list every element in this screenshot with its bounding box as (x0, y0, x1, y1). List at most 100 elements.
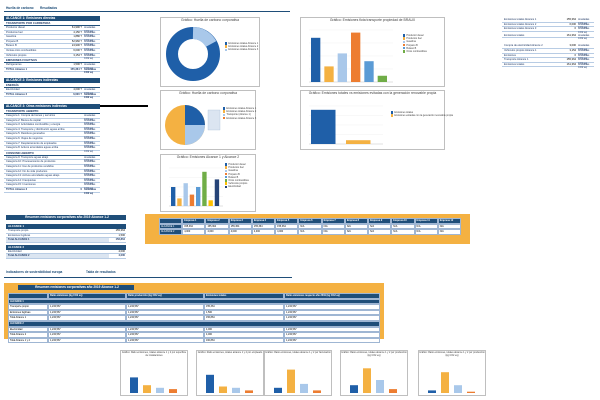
table-row: Categoría 12: Fin de vida productos tonel… (4, 169, 100, 176)
grid-cell: ALCANCE 2 (159, 229, 183, 235)
mini-chart-svg (274, 369, 321, 393)
grid-cell: N/A (391, 223, 415, 230)
mini-chart-svg (428, 372, 475, 393)
table-row: Categoría 14: Franquicias toneladas CO2 e… (4, 178, 100, 185)
chart-bar (351, 32, 361, 82)
chart4-title: Gráfico: Emisiones totales vs emisiones … (308, 91, 437, 95)
chart-emisiones-evitadas[interactable]: Gráfico: Emisiones totales vs emisiones … (300, 90, 453, 150)
grid-cell: N/A (344, 229, 369, 235)
mini-chart[interactable]: Gráfico: Ratio emisiones, totales alcanc… (340, 350, 408, 396)
table-row: Emisiones 0 toneladas CO2 eq (502, 53, 594, 60)
grid-cell: 160,864 (204, 337, 284, 344)
grid-header-cell: Empresa 9 (368, 218, 392, 224)
mini-chart-title: Gráfico: Ratio emisiones, totales alcanc… (265, 351, 331, 354)
legend-swatch (403, 43, 406, 47)
grid-header-cell: Empresa 2 (205, 218, 229, 224)
chart-bar (219, 386, 227, 393)
chart-bar (376, 380, 384, 393)
chart-bar (206, 374, 214, 393)
chart-alcance1-2[interactable]: Gráfico: Emisiones Alcance 1 y Alcance 2… (160, 154, 256, 212)
grid-cell: Total Alcance 1 (8, 315, 48, 321)
bottom-title: Resumen emisiones corporativas año 2019 … (18, 285, 134, 290)
chart-flota[interactable]: Gráfico: Emisiones flota transporte prop… (300, 17, 445, 87)
chart2-title: Gráfico: Emisiones flota transporte prop… (329, 18, 416, 22)
alcance1-header: ALCANCE 1: Emisiones directas (4, 16, 100, 21)
chart1-title: Gráfico: Huella de carbono corporativa (180, 18, 240, 22)
chart-bar (454, 385, 462, 393)
grid-cell: Emisiones fugitivas (8, 309, 48, 316)
mini-chart[interactable]: Gráfico: Ratio emisiones, totales alcanc… (120, 350, 188, 396)
grid-header-cell: Ratio emisiones (kg CO2 eq) (48, 293, 126, 299)
legend-entry: Productor diesel (403, 34, 427, 37)
chart-bar (169, 389, 177, 393)
legend-swatch (225, 185, 228, 188)
legend-entry: Productos fuel (225, 166, 249, 169)
chart-bar (232, 387, 240, 393)
table-row: Productos fuel 4,150 ? toneladas CO2 eq (4, 30, 100, 37)
mini-chart[interactable]: Gráfico: Ratio emisiones, totales alcanc… (196, 350, 264, 396)
legend-swatch (391, 114, 394, 117)
chart2-svg (309, 29, 393, 83)
grid-cell: 4,000 (251, 229, 276, 235)
table-row: Transporte Alcance 1 155,364 toneladas CO2… (502, 58, 594, 65)
chart-bar (202, 171, 207, 206)
mid-total2: Total ALCANCE 2 4,000 (6, 254, 126, 259)
table-row: Categoría 7: Desplazamiento de empleados… (4, 141, 100, 148)
chart-bar (171, 187, 176, 206)
table-row: Categoría 10: Procesamiento de productos… (4, 160, 100, 167)
grid-header-cell: Empresa 11 (414, 218, 438, 224)
grid-cell: N/A (321, 223, 345, 230)
mid-h1: ALCANCE 1 (6, 224, 126, 229)
grid-cell: 155,364 (182, 223, 206, 230)
chart-huella-pie[interactable]: Gráfico: Huella de carbono corporativa E… (160, 90, 256, 150)
legend-swatch (225, 175, 228, 179)
chart-bar (177, 198, 182, 206)
grid-cell: 4,000 (205, 229, 229, 235)
legend-entry: Emisiones totales Alcance 1 (225, 42, 258, 45)
legend-entry: Propano B (403, 44, 427, 47)
chart-bar (346, 140, 371, 144)
mini-chart[interactable]: Gráfico: Ratio emisiones, totales alcanc… (264, 350, 332, 396)
grid-cell: Transporte propio (8, 304, 48, 310)
legend-entry: Productos fuel (403, 37, 427, 40)
tab-huella[interactable]: Huella de carbono (6, 6, 34, 10)
legend-swatch (223, 116, 226, 120)
grid-header-cell: Empresa 5 (275, 218, 299, 224)
chart-bar (377, 75, 387, 82)
table-row: Electricidad 4,000 ? toneladas CO2 eq (4, 88, 100, 95)
chart-bar (245, 390, 253, 393)
summary-mid-title: Resumen emisiones corporativas año 2019 … (6, 215, 126, 220)
table-row: Emisiones totales Alcance 2 6,000 tonelada… (502, 22, 594, 29)
grid-cell: 155,364 (251, 223, 276, 230)
grid-cell: Total Alcance 2 (8, 332, 48, 338)
grid-cell: N/A (414, 229, 438, 235)
grid-cell: 4,000 (204, 326, 284, 333)
table-row: Categoría 3: Actividades combustible y e… (4, 123, 100, 130)
table-row: Categoría 15: Inversiones toneladas CO2 e… (4, 183, 100, 190)
tab-indicadores[interactable]: Indicadores de sostenibilidad europa (6, 270, 63, 274)
tab-resultados[interactable]: Resultados (40, 6, 58, 10)
table-row: Categoría 2: Bienes de capital toneladas … (4, 118, 100, 125)
chart-huella-donut[interactable]: Gráfico: Huella de carbono corporativa E… (160, 17, 260, 87)
grid-cell: 155,364 (228, 223, 252, 230)
legend-swatch (225, 166, 228, 169)
mid-h2: ALCANCE 2 (6, 244, 126, 250)
chart-bar (156, 387, 164, 393)
grid-cell: N/A (437, 223, 461, 230)
grid-cell: 1,234,567 (284, 304, 380, 310)
grid-cell: 155,364 (205, 223, 229, 230)
grid-cell: 1,234,567 (126, 337, 204, 344)
legend-swatch (225, 169, 228, 172)
legend-entry: Emisiones evitadas con la generación ren… (391, 114, 453, 117)
legend-swatch (223, 113, 226, 116)
tab-tabla[interactable]: Tabla de resultados (86, 270, 116, 274)
legend-swatch (225, 163, 228, 166)
mini-chart[interactable]: Gráfico: Ratio emisiones, totales alcanc… (418, 350, 486, 396)
grid-section: ALCANCE 1 (8, 298, 380, 305)
table-row: Emisiones totales 161,364 toneladas CO2 eq (502, 33, 594, 40)
grid-cell: 155,364 (275, 223, 299, 230)
alcance3-header: ALCANCE 3: Otras emisiones indirectas (4, 104, 100, 109)
grid-cell: 4,000 (182, 229, 206, 235)
bottom-rule (4, 277, 292, 278)
legend-swatch (403, 40, 406, 43)
